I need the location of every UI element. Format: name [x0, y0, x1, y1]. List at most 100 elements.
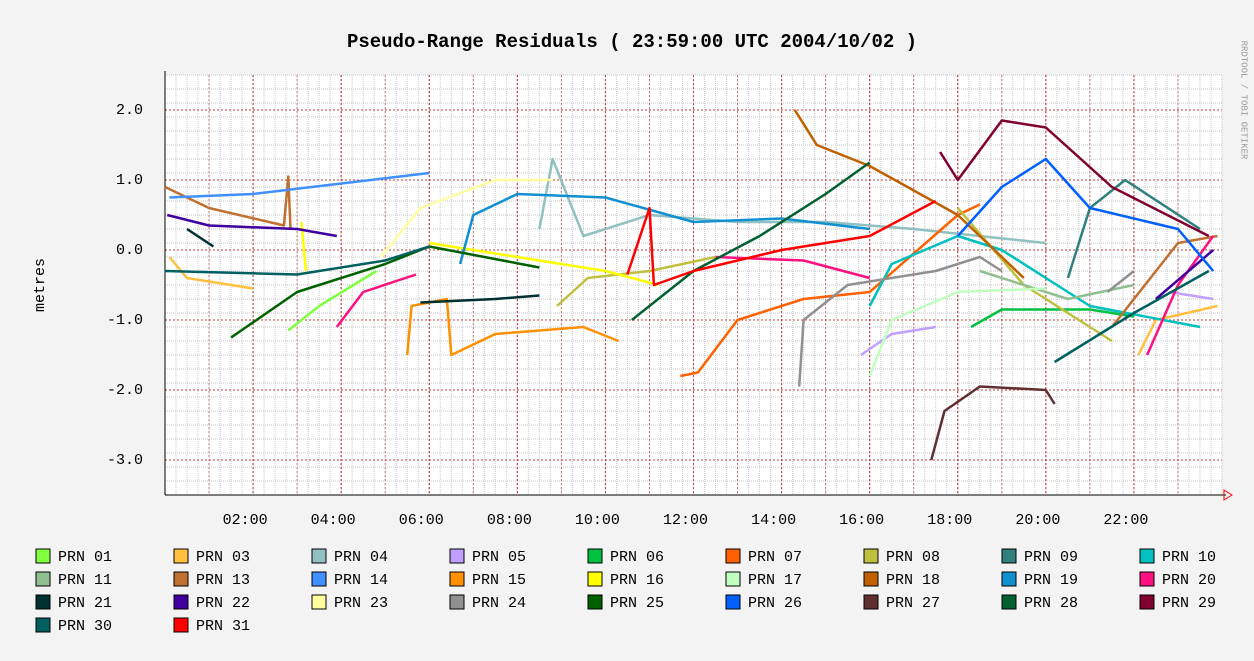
- y-tick-label: 2.0: [116, 102, 143, 119]
- watermark: RRDTOOL / TOBI OETIKER: [1239, 41, 1249, 160]
- legend-label: PRN 20: [1162, 572, 1216, 589]
- legend-label: PRN 05: [472, 549, 526, 566]
- series-line: [230, 245, 540, 339]
- legend-label: PRN 19: [1024, 572, 1078, 589]
- legend-label: PRN 30: [58, 618, 112, 635]
- legend-swatch: [587, 594, 603, 610]
- x-tick-label: 20:00: [1015, 512, 1060, 529]
- y-tick-label: 1.0: [116, 172, 143, 189]
- series-line: [168, 256, 1218, 356]
- legend-label: PRN 26: [748, 595, 802, 612]
- legend-label: PRN 13: [196, 572, 250, 589]
- legend-swatch: [725, 548, 741, 564]
- legend-swatch: [173, 594, 189, 610]
- legend-label: PRN 10: [1162, 549, 1216, 566]
- legend-label: PRN 16: [610, 572, 664, 589]
- legend-label: PRN 11: [58, 572, 112, 589]
- legend-swatch: [587, 571, 603, 587]
- legend-swatch: [35, 548, 51, 564]
- legend-swatch: [311, 548, 327, 564]
- legend-label: PRN 07: [748, 549, 802, 566]
- series-line: [169, 171, 430, 199]
- legend-label: PRN 21: [58, 595, 112, 612]
- series-line: [186, 227, 540, 304]
- legend-label: PRN 31: [196, 618, 250, 635]
- legend-label: PRN 08: [886, 549, 940, 566]
- legend-swatch: [173, 548, 189, 564]
- legend-swatch: [173, 571, 189, 587]
- legend-swatch: [1001, 594, 1017, 610]
- series-line: [458, 192, 870, 265]
- legend-label: PRN 17: [748, 572, 802, 589]
- legend-label: PRN 09: [1024, 549, 1078, 566]
- series-line: [956, 157, 1215, 272]
- legend-swatch: [863, 571, 879, 587]
- series-line: [287, 269, 378, 332]
- legend-swatch: [173, 617, 189, 633]
- legend-label: PRN 01: [58, 549, 112, 566]
- legend-swatch: [35, 617, 51, 633]
- series-line: [405, 297, 620, 357]
- series-line: [797, 255, 1135, 387]
- legend-swatch: [863, 548, 879, 564]
- legend-swatch: [35, 594, 51, 610]
- series-line: [868, 287, 1046, 377]
- series-line: [538, 157, 1046, 245]
- axis-arrow: [1223, 489, 1233, 501]
- x-tick-label: 14:00: [751, 512, 796, 529]
- legend-swatch: [311, 571, 327, 587]
- legend-swatch: [449, 594, 465, 610]
- legend-swatch: [1139, 571, 1155, 587]
- legend-label: PRN 03: [196, 549, 250, 566]
- legend-swatch: [1001, 548, 1017, 564]
- legend-swatch: [1001, 571, 1017, 587]
- legend-swatch: [35, 571, 51, 587]
- series-line: [793, 109, 1025, 279]
- x-tick-label: 16:00: [839, 512, 884, 529]
- x-tick-label: 08:00: [487, 512, 532, 529]
- series-line: [379, 178, 553, 258]
- legend-swatch: [1139, 548, 1155, 564]
- x-tick-label: 22:00: [1103, 512, 1148, 529]
- legend-label: PRN 29: [1162, 595, 1216, 612]
- x-tick-label: 02:00: [223, 512, 268, 529]
- series-line: [939, 119, 1210, 238]
- series-line: [631, 161, 871, 321]
- series-line: [626, 199, 937, 287]
- legend-swatch: [863, 594, 879, 610]
- chart-title: Pseudo-Range Residuals ( 23:59:00 UTC 20…: [347, 31, 917, 53]
- legend-swatch: [449, 571, 465, 587]
- x-tick-label: 12:00: [663, 512, 708, 529]
- y-tick-label: -2.0: [107, 382, 143, 399]
- legend-swatch: [725, 571, 741, 587]
- series-line: [164, 245, 1210, 364]
- series-line: [1066, 178, 1201, 279]
- legend-swatch: [311, 594, 327, 610]
- legend-label: PRN 18: [886, 572, 940, 589]
- legend-label: PRN 25: [610, 595, 664, 612]
- legend-label: PRN 04: [334, 549, 388, 566]
- legend-swatch: [587, 548, 603, 564]
- legend-label: PRN 24: [472, 595, 526, 612]
- series-line: [868, 234, 1201, 329]
- legend-swatch: [449, 548, 465, 564]
- series-line: [164, 175, 1218, 328]
- series-line: [930, 385, 1056, 461]
- legend-label: PRN 06: [610, 549, 664, 566]
- legend-swatch: [1139, 594, 1155, 610]
- legend-label: PRN 23: [334, 595, 388, 612]
- y-axis-label: metres: [32, 258, 49, 312]
- x-tick-label: 04:00: [311, 512, 356, 529]
- series-line: [970, 308, 1135, 329]
- legend-label: PRN 15: [472, 572, 526, 589]
- x-tick-label: 18:00: [927, 512, 972, 529]
- legend-label: PRN 28: [1024, 595, 1078, 612]
- series-line: [860, 290, 1214, 357]
- legend-label: PRN 14: [334, 572, 388, 589]
- x-tick-label: 10:00: [575, 512, 620, 529]
- y-tick-label: -1.0: [107, 312, 143, 329]
- y-tick-label: -3.0: [107, 452, 143, 469]
- legend-label: PRN 22: [196, 595, 250, 612]
